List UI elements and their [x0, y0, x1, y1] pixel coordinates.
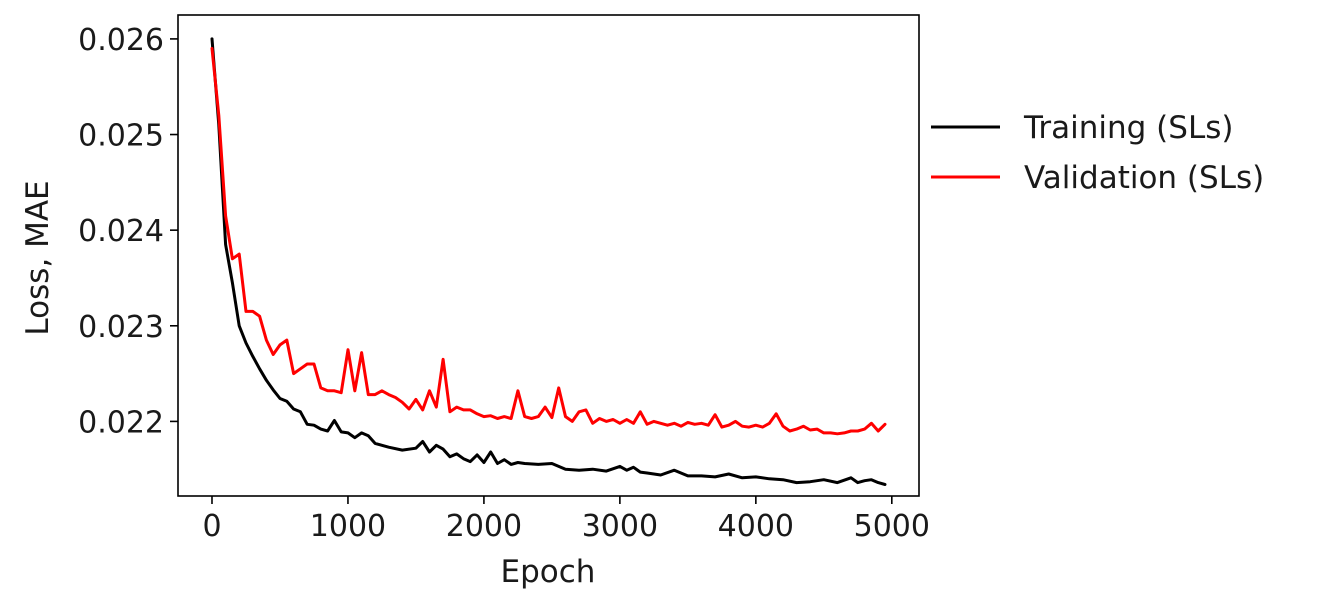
x-tick-label: 0 — [202, 509, 221, 544]
x-tick-label: 4000 — [718, 509, 794, 544]
x-tick-label: 5000 — [854, 509, 930, 544]
series-lines — [210, 37, 887, 486]
y-tick-label: 0.024 — [78, 214, 164, 249]
y-axis-ticks: 0.022 0.023 0.024 0.025 0.026 — [78, 23, 178, 440]
x-tick-label: 1000 — [310, 509, 386, 544]
y-axis-label: Loss, MAE — [20, 180, 56, 335]
y-tick-label: 0.026 — [78, 23, 164, 58]
y-tick-label: 0.023 — [78, 310, 164, 345]
y-tick-label: 0.022 — [78, 405, 164, 440]
x-tick-label: 2000 — [446, 509, 522, 544]
series-line-validation — [210, 47, 887, 436]
x-axis-ticks: 0 1000 2000 3000 4000 5000 — [202, 496, 930, 544]
plot-area-frame — [177, 14, 920, 497]
series-line-training — [210, 37, 887, 486]
legend-label-training: Training (SLs) — [1023, 110, 1233, 146]
legend-label-validation: Validation (SLs) — [1024, 160, 1264, 196]
x-axis-label: Epoch — [501, 554, 596, 590]
y-tick-label: 0.025 — [78, 119, 164, 154]
legend: Training (SLs) Validation (SLs) — [931, 110, 1264, 196]
x-tick-label: 3000 — [582, 509, 658, 544]
